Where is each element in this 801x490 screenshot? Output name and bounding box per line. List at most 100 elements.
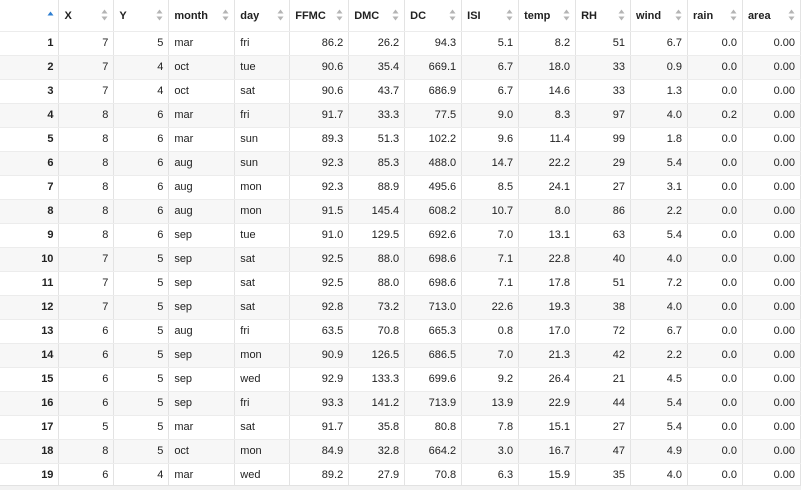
cell-isi: 5.1 xyxy=(461,31,520,56)
column-header-day[interactable]: day xyxy=(234,0,291,32)
sort-ascending-icon xyxy=(47,11,54,16)
column-header-label: rain xyxy=(692,9,714,22)
column-header-rain[interactable]: rain xyxy=(687,0,743,32)
column-header-x[interactable]: X xyxy=(58,0,115,32)
column-header-label: area xyxy=(747,9,771,22)
cell-y: 6 xyxy=(113,127,170,152)
column-header-area[interactable]: area xyxy=(742,0,801,32)
cell-area: 0.00 xyxy=(742,463,801,488)
cell-isi: 7.1 xyxy=(461,271,520,296)
cell-rain: 0.0 xyxy=(687,463,743,488)
cell-area: 0.00 xyxy=(742,343,801,368)
cell-x: 7 xyxy=(58,55,115,80)
cell-ffmc: 91.5 xyxy=(289,199,350,224)
cell-dc: 713.0 xyxy=(404,295,463,320)
cell-y: 5 xyxy=(113,415,170,440)
cell-rain: 0.0 xyxy=(687,151,743,176)
cell-rh: 27 xyxy=(575,175,632,200)
row-number: 14 xyxy=(0,343,60,368)
cell-day: sun xyxy=(234,127,291,152)
cell-wind: 2.2 xyxy=(630,199,688,224)
cell-area: 0.00 xyxy=(742,175,801,200)
table-row[interactable]: 17 5 5 mar sat 91.7 35.8 80.8 7.8 15.1 27 5.4 0.0 0.0… xyxy=(0,415,801,440)
row-number: 13 xyxy=(0,319,60,344)
row-number: 12 xyxy=(0,295,60,320)
cell-rain: 0.0 xyxy=(687,415,743,440)
cell-isi: 6.7 xyxy=(461,79,520,104)
cell-month: sep xyxy=(168,343,236,368)
table-row[interactable]: 19 6 4 mar wed 89.2 27.9 70.8 6.3 15.9 35 4.0 0.0 0.0… xyxy=(0,463,801,488)
column-header-rh[interactable]: RH xyxy=(575,0,632,32)
column-header-y[interactable]: Y xyxy=(113,0,170,32)
table-row[interactable]: 13 6 5 aug fri 63.5 70.8 665.3 0.8 17.0 72 6.7 0.0 0.… xyxy=(0,319,801,344)
cell-area: 0.00 xyxy=(742,415,801,440)
table-row[interactable]: 3 7 4 oct sat 90.6 43.7 686.9 6.7 14.6 33 1.3 0.0 0.0… xyxy=(0,79,801,104)
cell-y: 4 xyxy=(113,463,170,488)
cell-isi: 10.7 xyxy=(461,199,520,224)
cell-ffmc: 91.7 xyxy=(289,415,350,440)
cell-rh: 42 xyxy=(575,343,632,368)
row-number: 1 xyxy=(0,31,60,56)
column-header-isi[interactable]: ISI xyxy=(461,0,520,32)
cell-rain: 0.0 xyxy=(687,367,743,392)
cell-dmc: 32.8 xyxy=(348,439,406,464)
row-number: 6 xyxy=(0,151,60,176)
table-row[interactable]: 4 8 6 mar fri 91.7 33.3 77.5 9.0 8.3 97 4.0 0.2 0.00 xyxy=(0,103,801,128)
row-number: 4 xyxy=(0,103,60,128)
table-row[interactable]: 1 7 5 mar fri 86.2 26.2 94.3 5.1 8.2 51 6.7 0.0 0.00 xyxy=(0,31,801,56)
cell-dc: 686.5 xyxy=(404,343,463,368)
column-header-dmc[interactable]: DMC xyxy=(348,0,406,32)
column-header-dc[interactable]: DC xyxy=(404,0,463,32)
column-header-month[interactable]: month xyxy=(168,0,236,32)
cell-x: 6 xyxy=(58,391,115,416)
cell-y: 6 xyxy=(113,151,170,176)
horizontal-scrollbar[interactable] xyxy=(0,485,801,490)
cell-wind: 5.4 xyxy=(630,151,688,176)
table-row[interactable]: 14 6 5 sep mon 90.9 126.5 686.5 7.0 21.3 42 2.2 0.0 0… xyxy=(0,343,801,368)
cell-dc: 665.3 xyxy=(404,319,463,344)
cell-day: sun xyxy=(234,151,291,176)
cell-temp: 22.2 xyxy=(518,151,577,176)
cell-dmc: 73.2 xyxy=(348,295,406,320)
table-row[interactable]: 16 6 5 sep fri 93.3 141.2 713.9 13.9 22.9 44 5.4 0.0… xyxy=(0,391,801,416)
table-row[interactable]: 18 8 5 oct mon 84.9 32.8 664.2 3.0 16.7 47 4.9 0.0 0.… xyxy=(0,439,801,464)
cell-month: sep xyxy=(168,271,236,296)
table-row[interactable]: 5 8 6 mar sun 89.3 51.3 102.2 9.6 11.4 99 1.8 0.0 0.0… xyxy=(0,127,801,152)
cell-isi: 7.0 xyxy=(461,223,520,248)
cell-x: 7 xyxy=(58,31,115,56)
cell-day: mon xyxy=(234,343,291,368)
table-row[interactable]: 11 7 5 sep sat 92.5 88.0 698.6 7.1 17.8 51 7.2 0.0 0.… xyxy=(0,271,801,296)
table-row[interactable]: 6 8 6 aug sun 92.3 85.3 488.0 14.7 22.2 29 5.4 0.0 0.… xyxy=(0,151,801,176)
cell-wind: 4.0 xyxy=(630,103,688,128)
cell-rain: 0.0 xyxy=(687,175,743,200)
cell-ffmc: 93.3 xyxy=(289,391,350,416)
cell-isi: 9.6 xyxy=(461,127,520,152)
table-row[interactable]: 2 7 4 oct tue 90.6 35.4 669.1 6.7 18.0 33 0.9 0.0 0.0… xyxy=(0,55,801,80)
cell-y: 5 xyxy=(113,247,170,272)
column-header-label: ISI xyxy=(467,9,481,22)
cell-rh: 51 xyxy=(575,271,632,296)
cell-ffmc: 92.5 xyxy=(289,247,350,272)
column-header-ffmc[interactable]: FFMC xyxy=(289,0,350,32)
cell-temp: 21.3 xyxy=(518,343,577,368)
table-row[interactable]: 7 8 6 aug mon 92.3 88.9 495.6 8.5 24.1 27 3.1 0.0 0.0… xyxy=(0,175,801,200)
cell-rain: 0.0 xyxy=(687,223,743,248)
row-names-header[interactable] xyxy=(0,0,60,32)
cell-isi: 22.6 xyxy=(461,295,520,320)
table-row[interactable]: 10 7 5 sep sat 92.5 88.0 698.6 7.1 22.8 40 4.0 0.0 0.… xyxy=(0,247,801,272)
column-header-label: temp xyxy=(524,9,551,22)
cell-y: 6 xyxy=(113,175,170,200)
cell-wind: 4.5 xyxy=(630,367,688,392)
cell-isi: 7.1 xyxy=(461,247,520,272)
table-row[interactable]: 8 8 6 aug mon 91.5 145.4 608.2 10.7 8.0 86 2.2 0.0 0.… xyxy=(0,199,801,224)
table-row[interactable]: 9 8 6 sep tue 91.0 129.5 692.6 7.0 13.1 63 5.4 0.0 0.… xyxy=(0,223,801,248)
cell-x: 6 xyxy=(58,343,115,368)
table-row[interactable]: 15 6 5 sep wed 92.9 133.3 699.6 9.2 26.4 21 4.5 0.0 0… xyxy=(0,367,801,392)
table-row[interactable]: 12 7 5 sep sat 92.8 73.2 713.0 22.6 19.3 38 4.0 0.0 0… xyxy=(0,295,801,320)
column-header-temp[interactable]: temp xyxy=(518,0,577,32)
cell-isi: 8.5 xyxy=(461,175,520,200)
cell-temp: 22.8 xyxy=(518,247,577,272)
column-header-wind[interactable]: wind xyxy=(630,0,688,32)
cell-ffmc: 91.7 xyxy=(289,103,350,128)
